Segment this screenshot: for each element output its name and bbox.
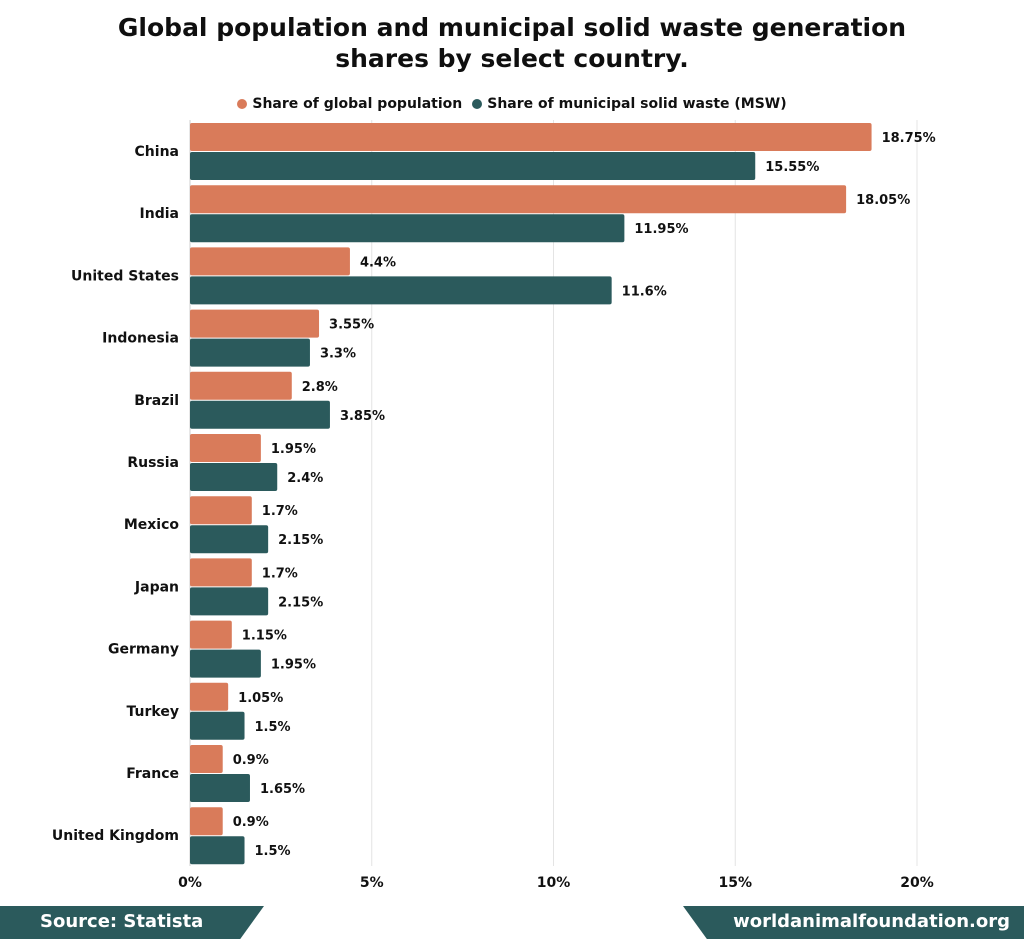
legend-label-msw: Share of municipal solid waste (MSW) bbox=[487, 96, 787, 112]
data-label-population: 1.05% bbox=[238, 691, 283, 706]
category-label: Germany bbox=[108, 642, 179, 658]
x-tick-label: 0% bbox=[178, 875, 202, 891]
data-label-msw: 3.3% bbox=[320, 347, 356, 362]
bar-population bbox=[190, 807, 223, 836]
website-banner: worldanimalfoundation.org bbox=[683, 906, 1024, 939]
bar-msw bbox=[190, 338, 310, 367]
legend-item-msw: Share of municipal solid waste (MSW) bbox=[472, 96, 787, 112]
data-label-msw: 11.6% bbox=[622, 284, 667, 299]
data-label-population: 0.9% bbox=[233, 815, 269, 830]
bar-population bbox=[190, 185, 847, 214]
bar-population bbox=[190, 247, 350, 276]
bar-msw bbox=[190, 400, 330, 429]
data-label-population: 2.8% bbox=[302, 380, 338, 395]
x-tick-label: 15% bbox=[718, 875, 752, 891]
category-label: Russia bbox=[127, 455, 179, 471]
data-label-msw: 2.15% bbox=[278, 595, 323, 610]
website-text: worldanimalfoundation.org bbox=[733, 911, 1010, 932]
bar-population bbox=[190, 558, 252, 587]
chart-title-line-2: shares by select country. bbox=[335, 44, 689, 73]
bar-msw bbox=[190, 774, 250, 802]
category-label: United States bbox=[71, 268, 179, 284]
data-label-msw: 1.5% bbox=[255, 720, 291, 735]
bar-population bbox=[190, 123, 872, 151]
category-label: France bbox=[126, 766, 179, 782]
bar-msw bbox=[190, 214, 625, 243]
x-tick-label: 20% bbox=[900, 875, 934, 891]
data-label-msw: 1.5% bbox=[255, 844, 291, 859]
data-label-population: 1.95% bbox=[271, 442, 316, 457]
legend-swatch-msw bbox=[472, 99, 483, 109]
data-label-population: 1.7% bbox=[262, 566, 298, 581]
category-label: Brazil bbox=[134, 393, 179, 409]
category-label: Japan bbox=[134, 579, 179, 595]
legend-label-population: Share of global population bbox=[252, 96, 463, 112]
x-tick-label: 10% bbox=[537, 875, 571, 891]
bar-msw bbox=[190, 276, 612, 305]
bar-msw bbox=[190, 587, 269, 616]
data-label-population: 18.75% bbox=[882, 131, 936, 146]
bar-msw bbox=[190, 152, 756, 180]
source-text: Source: Statista bbox=[40, 911, 204, 932]
category-label: India bbox=[140, 206, 179, 222]
data-label-population: 1.7% bbox=[262, 504, 298, 519]
data-label-msw: 2.4% bbox=[287, 471, 323, 486]
bar-msw bbox=[190, 525, 269, 554]
chart-legend: Share of global population Share of muni… bbox=[0, 96, 1024, 112]
data-label-population: 4.4% bbox=[360, 255, 396, 270]
legend-swatch-population bbox=[237, 99, 248, 109]
bar-population bbox=[190, 309, 320, 338]
x-tick-label: 5% bbox=[360, 875, 384, 891]
bar-msw bbox=[190, 649, 261, 678]
bar-population bbox=[190, 496, 252, 525]
category-label: Mexico bbox=[124, 517, 180, 533]
data-label-population: 18.05% bbox=[856, 193, 910, 208]
category-label: Indonesia bbox=[102, 331, 179, 347]
data-label-msw: 2.15% bbox=[278, 533, 323, 548]
bar-population bbox=[190, 682, 229, 711]
bar-population bbox=[190, 620, 232, 649]
data-label-population: 1.15% bbox=[242, 629, 287, 644]
chart-title: Global population and municipal solid wa… bbox=[0, 12, 1024, 74]
data-label-msw: 1.95% bbox=[271, 658, 316, 673]
bar-population bbox=[190, 745, 223, 773]
bar-msw bbox=[190, 711, 245, 740]
data-label-msw: 15.55% bbox=[765, 160, 819, 175]
bar-population bbox=[190, 371, 292, 400]
chart-title-line-1: Global population and municipal solid wa… bbox=[117, 13, 907, 42]
bar-msw bbox=[190, 463, 278, 491]
data-label-msw: 3.85% bbox=[340, 409, 385, 424]
bar-population bbox=[190, 434, 261, 462]
bar-chart: 0% 5% 10% 15% 20% China 18.75% 15.55% India 18.05… bbox=[52, 120, 936, 891]
source-banner: Source: Statista bbox=[0, 906, 264, 939]
data-label-population: 3.55% bbox=[329, 318, 374, 333]
category-label: China bbox=[135, 144, 179, 160]
category-label: United Kingdom bbox=[52, 828, 179, 844]
category-label: Turkey bbox=[127, 704, 179, 720]
data-label-msw: 1.65% bbox=[260, 782, 305, 797]
bar-msw bbox=[190, 836, 245, 865]
data-label-population: 0.9% bbox=[233, 753, 269, 768]
data-label-msw: 11.95% bbox=[634, 222, 688, 237]
legend-item-population: Share of global population bbox=[237, 96, 462, 112]
